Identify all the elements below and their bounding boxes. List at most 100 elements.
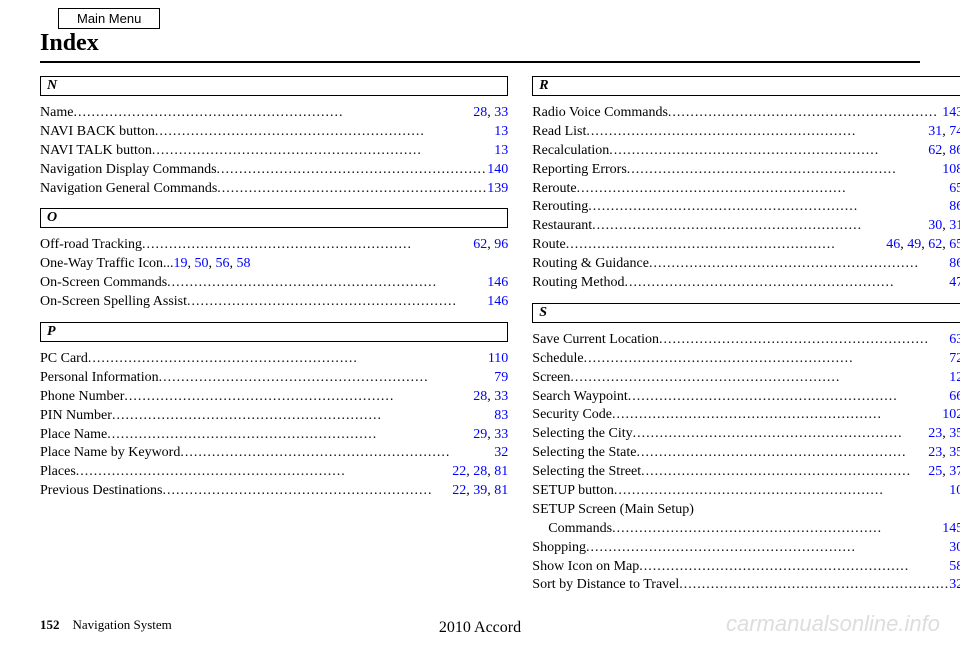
- page-link[interactable]: 86: [949, 199, 960, 214]
- page-link[interactable]: 12: [949, 370, 960, 385]
- page-link[interactable]: 33: [494, 427, 508, 442]
- page-link[interactable]: 63: [949, 332, 960, 347]
- page-link[interactable]: 62: [928, 143, 942, 158]
- section-header-r: R: [532, 76, 960, 96]
- page-link[interactable]: 28: [473, 105, 487, 120]
- index-entry: Place Name .............................…: [40, 426, 508, 445]
- page-link[interactable]: 39: [473, 483, 487, 498]
- entry-dots: ........................................…: [76, 463, 453, 482]
- page-link[interactable]: 31: [928, 124, 942, 139]
- entry-label: Shopping: [532, 539, 586, 558]
- page-link[interactable]: 79: [494, 370, 508, 385]
- main-menu-button[interactable]: Main Menu: [58, 8, 160, 29]
- index-entry: PC Card ................................…: [40, 350, 508, 369]
- page-link[interactable]: 29: [473, 427, 487, 442]
- page-link[interactable]: 96: [494, 237, 508, 252]
- page-link[interactable]: 58: [237, 256, 251, 271]
- page-link[interactable]: 140: [487, 162, 508, 177]
- index-entry: Navigation Display Commands ............…: [40, 161, 508, 180]
- entry-pages: 28, 33: [473, 388, 508, 407]
- entry-pages: 12: [949, 369, 960, 388]
- page-link[interactable]: 46: [886, 237, 900, 252]
- footer-model: 2010 Accord: [439, 619, 521, 637]
- entry-dots: ........................................…: [586, 123, 928, 142]
- page-link[interactable]: 146: [487, 294, 508, 309]
- page-link[interactable]: 49: [907, 237, 921, 252]
- entry-label: On-Screen Commands: [40, 274, 167, 293]
- page-link[interactable]: 19: [174, 256, 188, 271]
- page-link[interactable]: 65: [949, 237, 960, 252]
- entry-pages: 86: [949, 198, 960, 217]
- page-link[interactable]: 32: [949, 577, 960, 592]
- index-entry: Search Waypoint ........................…: [532, 388, 960, 407]
- page-link[interactable]: 86: [949, 256, 960, 271]
- page-link[interactable]: 10: [949, 483, 960, 498]
- entry-label: PIN Number: [40, 407, 112, 426]
- page-link[interactable]: 37: [949, 464, 960, 479]
- entry-label: Reroute: [532, 180, 576, 199]
- entry-pages: 140: [487, 161, 508, 180]
- page-link[interactable]: 139: [487, 181, 508, 196]
- index-entry: Save Current Location ..................…: [532, 331, 960, 350]
- entry-label: Routing Method: [532, 274, 624, 293]
- entry-pages: 83: [494, 407, 508, 426]
- page-link[interactable]: 102: [942, 407, 960, 422]
- entry-dots: ........................................…: [668, 104, 942, 123]
- index-entry: Recalculation ..........................…: [532, 142, 960, 161]
- footer-section: Navigation System: [73, 617, 172, 632]
- page-link[interactable]: 62: [928, 237, 942, 252]
- entry-label: One-Way Traffic Icon: [40, 255, 163, 274]
- page-link[interactable]: 13: [494, 143, 508, 158]
- entry-pages: 32: [949, 576, 960, 595]
- page-link[interactable]: 58: [949, 559, 960, 574]
- page-link[interactable]: 81: [494, 483, 508, 498]
- entry-dots: ........................................…: [167, 274, 487, 293]
- page-link[interactable]: 22: [452, 464, 466, 479]
- entry-dots: ........................................…: [612, 406, 942, 425]
- page-link[interactable]: 33: [494, 389, 508, 404]
- page-link[interactable]: 33: [494, 105, 508, 120]
- page-link[interactable]: 145: [942, 521, 960, 536]
- entry-dots: ........................................…: [624, 274, 949, 293]
- page-link[interactable]: 56: [216, 256, 230, 271]
- page-link[interactable]: 74: [949, 124, 960, 139]
- page-link[interactable]: 35: [949, 445, 960, 460]
- page-link[interactable]: 81: [494, 464, 508, 479]
- page-link[interactable]: 62: [473, 237, 487, 252]
- entry-pages: 32: [494, 444, 508, 463]
- page-link[interactable]: 31: [949, 218, 960, 233]
- page-link[interactable]: 22: [452, 483, 466, 498]
- index-entry: Show Icon on Map .......................…: [532, 558, 960, 577]
- page-link[interactable]: 83: [494, 408, 508, 423]
- page-link[interactable]: 30: [928, 218, 942, 233]
- page-link[interactable]: 143: [942, 105, 960, 120]
- entry-pages: 13: [494, 123, 508, 142]
- page-link[interactable]: 23: [928, 445, 942, 460]
- page-link[interactable]: 23: [928, 426, 942, 441]
- page-link[interactable]: 28: [473, 389, 487, 404]
- page-link[interactable]: 66: [949, 389, 960, 404]
- page-link[interactable]: 35: [949, 426, 960, 441]
- page-link[interactable]: 108: [942, 162, 960, 177]
- entry-dots: ........................................…: [152, 142, 494, 161]
- page-link[interactable]: 146: [487, 275, 508, 290]
- entry-dots: ........................................…: [614, 482, 949, 501]
- entry-dots: ........................................…: [628, 388, 950, 407]
- page-link[interactable]: 13: [494, 124, 508, 139]
- entry-dots: ........................................…: [112, 407, 494, 426]
- page-link[interactable]: 50: [195, 256, 209, 271]
- entry-pages: 72: [949, 350, 960, 369]
- index-entry: Selecting the State ....................…: [532, 444, 960, 463]
- entry-pages: 58: [949, 558, 960, 577]
- page-link[interactable]: 28: [473, 464, 487, 479]
- entry-dots: ........................................…: [649, 255, 949, 274]
- page-link[interactable]: 30: [949, 540, 960, 555]
- page-link[interactable]: 47: [949, 275, 960, 290]
- page-link[interactable]: 110: [488, 351, 508, 366]
- page-link[interactable]: 65: [949, 181, 960, 196]
- page-link[interactable]: 72: [949, 351, 960, 366]
- page-link[interactable]: 86: [949, 143, 960, 158]
- entry-label: Save Current Location: [532, 331, 659, 350]
- page-link[interactable]: 25: [928, 464, 942, 479]
- page-link[interactable]: 32: [494, 445, 508, 460]
